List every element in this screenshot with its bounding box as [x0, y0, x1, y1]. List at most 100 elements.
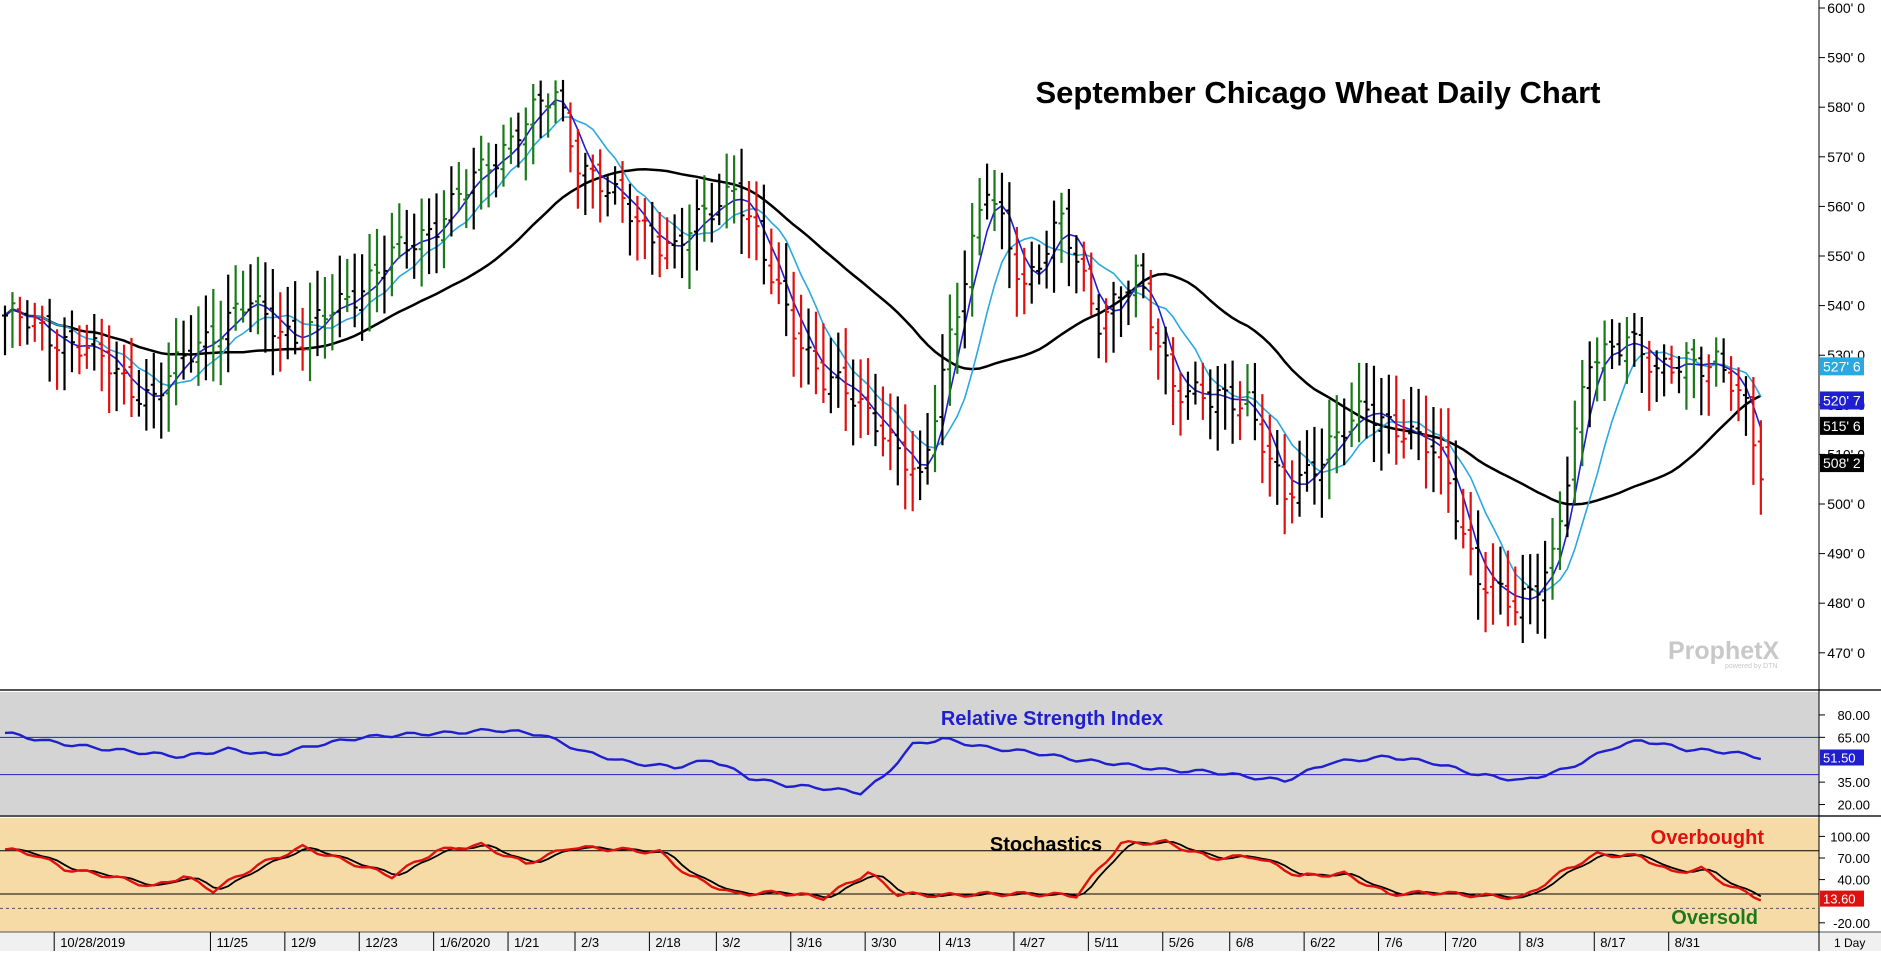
date-tick-label: 4/27 — [1020, 935, 1045, 950]
price-bar — [1118, 286, 1124, 337]
price-bar — [1363, 362, 1370, 439]
date-tick-label: 1/21 — [514, 935, 539, 950]
price-bar — [1467, 491, 1474, 576]
price-bar — [344, 258, 351, 313]
price-tag-label: 520' 7 — [1823, 392, 1861, 408]
stochastics-title: Stochastics — [990, 834, 1102, 856]
price-bar — [649, 201, 656, 275]
price-bar — [1728, 356, 1735, 411]
price-bar — [917, 430, 924, 501]
price-bar — [98, 318, 105, 392]
price-bar — [254, 256, 261, 335]
price-bar — [374, 228, 380, 313]
date-tick-label: 7/20 — [1451, 935, 1476, 950]
price-bar — [798, 294, 805, 388]
price-bar — [530, 84, 537, 165]
price-bar — [865, 358, 872, 436]
price-bar — [768, 228, 775, 295]
price-bar — [210, 289, 217, 382]
price-bar — [879, 386, 886, 457]
price-bar — [1289, 460, 1296, 524]
date-tick-label: 6/8 — [1236, 935, 1254, 950]
price-bar — [9, 292, 16, 348]
price-tick-label: 500' 0 — [1827, 496, 1865, 512]
price-bar — [1408, 386, 1415, 450]
y-axis-area — [1819, 0, 1881, 951]
date-tick-label: 8/3 — [1526, 935, 1544, 950]
price-tick-label: 560' 0 — [1827, 198, 1865, 214]
price-bar — [567, 102, 574, 173]
date-tick-label: 2/18 — [655, 935, 680, 950]
price-bar — [790, 271, 797, 377]
price-bar — [500, 124, 507, 187]
price-bar — [150, 352, 157, 429]
price-bar — [426, 198, 433, 275]
price-bar — [507, 117, 514, 164]
price-bar — [1713, 337, 1720, 387]
price-tick-label: 600' 0 — [1827, 0, 1865, 16]
price-bar — [522, 107, 529, 181]
price-bar — [321, 276, 328, 359]
price-bar — [671, 214, 678, 269]
price-bar — [1058, 192, 1065, 263]
price-bar — [188, 315, 194, 373]
period-label[interactable]: 1 Day — [1834, 936, 1865, 950]
price-bar — [225, 274, 232, 373]
price-tag-box — [1820, 454, 1864, 473]
price-bar — [1609, 319, 1616, 370]
price-bar — [1356, 362, 1363, 443]
date-tick-label: 1/6/2020 — [440, 935, 491, 950]
price-bar — [1103, 298, 1110, 363]
price-bar — [1244, 364, 1251, 417]
price-bar — [1021, 247, 1028, 315]
price-bar — [2, 305, 8, 356]
indicator-tick-label: 65.00 — [1837, 730, 1870, 745]
price-bar — [1080, 241, 1087, 292]
price-bar — [403, 209, 410, 269]
price-bar — [1393, 375, 1400, 465]
price-bars — [2, 79, 1764, 643]
price-bar — [1653, 350, 1660, 402]
price-bar — [612, 166, 619, 205]
price-tick-label: 550' 0 — [1827, 248, 1865, 264]
date-tick-label: 8/17 — [1600, 935, 1625, 950]
price-bar — [1184, 371, 1191, 420]
price-bar — [1222, 363, 1229, 430]
price-bar — [277, 292, 284, 372]
price-bar — [783, 243, 790, 337]
price-bar — [552, 80, 559, 124]
price-bar — [1690, 339, 1697, 399]
price-bar — [1683, 342, 1690, 410]
price-bar — [619, 161, 626, 223]
price-bar — [753, 181, 760, 261]
price-bar — [664, 217, 671, 270]
price-tick-label: 580' 0 — [1827, 99, 1865, 115]
price-bar — [307, 282, 314, 382]
date-tick-label: 7/6 — [1385, 935, 1403, 950]
date-tick-label: 2/3 — [581, 935, 599, 950]
price-bar — [173, 318, 180, 406]
price-tag-box — [1820, 357, 1864, 376]
price-bar — [359, 254, 366, 341]
price-bar — [292, 281, 299, 355]
indicator-tick-label: 40.00 — [1837, 873, 1870, 888]
price-bar — [1207, 369, 1214, 440]
price-bar — [1423, 395, 1430, 489]
price-bar — [738, 148, 745, 255]
price-bar — [388, 212, 395, 297]
price-bar — [1720, 338, 1727, 383]
price-bar — [515, 112, 522, 168]
price-bar — [1549, 517, 1556, 600]
price-bar — [686, 204, 693, 289]
price-bar — [1475, 510, 1482, 620]
price-bar — [887, 393, 894, 471]
price-bar — [857, 359, 864, 439]
price-bar — [106, 325, 113, 414]
price-bar — [1385, 374, 1392, 454]
price-bar — [1564, 456, 1571, 538]
stochastics-panel — [0, 818, 1819, 932]
price-bar — [1326, 399, 1333, 500]
price-bar — [195, 306, 202, 386]
price-bar — [1140, 253, 1147, 299]
